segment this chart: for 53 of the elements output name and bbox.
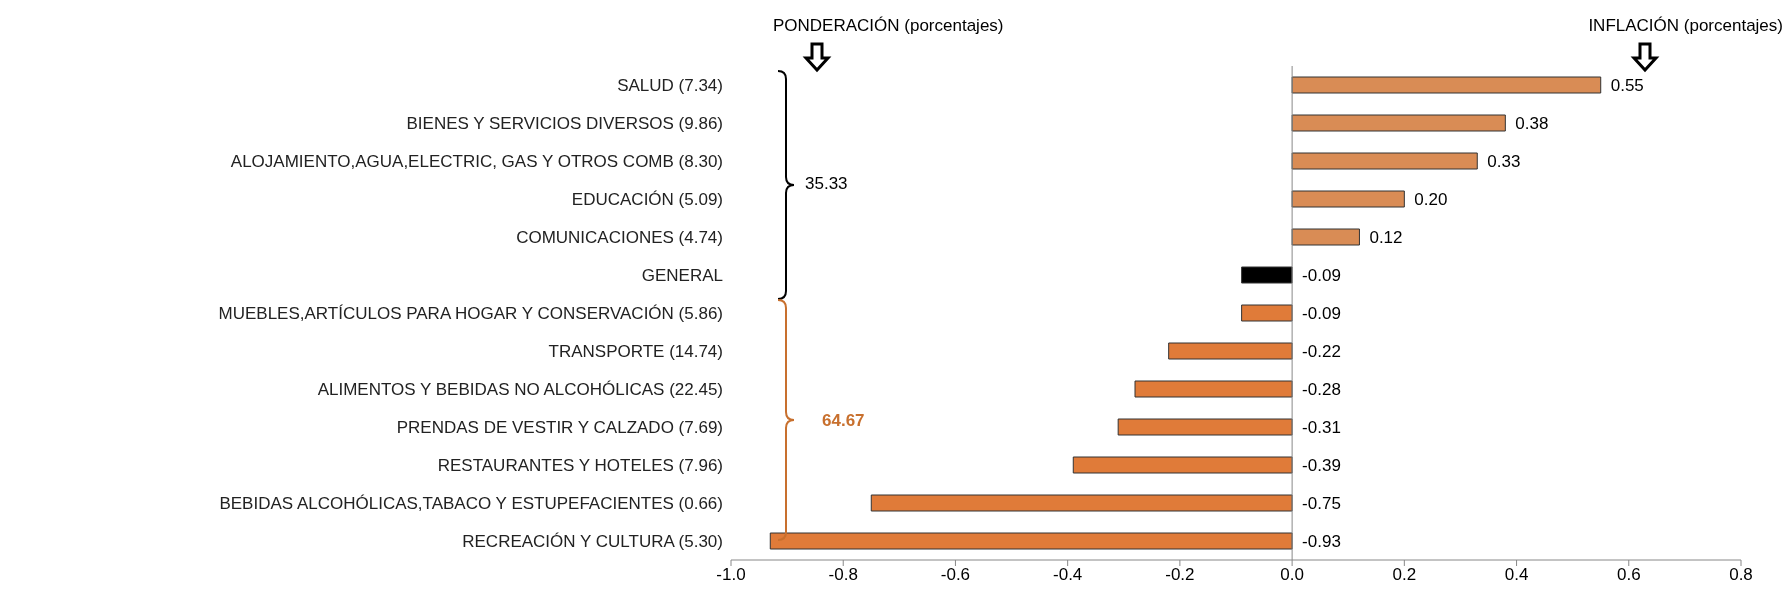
bar — [1291, 228, 1360, 246]
data-label: 0.12 — [1369, 227, 1403, 247]
y-tick-label: PRENDAS DE VESTIR Y CALZADO (7.69) — [396, 418, 723, 438]
y-tick-label: MUEBLES,ARTÍCULOS PARA HOGAR Y CONSERVACIÓN (5.86) — [218, 304, 723, 324]
x-tick-label: -0.6 — [940, 565, 971, 585]
y-tick-label: BIENES Y SERVICIOS DIVERSOS (9.86) — [406, 114, 723, 134]
bar — [870, 494, 1293, 512]
y-tick-label: BEBIDAS ALCOHÓLICAS,TABACO Y ESTUPEFACIENTES (0.66) — [219, 494, 723, 514]
bar — [1134, 380, 1293, 398]
x-tick-label: 0.2 — [1392, 565, 1417, 585]
bar — [1291, 190, 1405, 208]
bar — [1241, 266, 1293, 284]
bar — [1117, 418, 1293, 436]
bar — [769, 532, 1293, 550]
data-label: 0.38 — [1515, 113, 1549, 133]
y-tick-label: ALOJAMIENTO,AGUA,ELECTRIC, GAS Y OTROS COMB (8.30) — [230, 152, 723, 172]
bar — [1291, 114, 1506, 132]
bar — [1291, 152, 1478, 170]
y-tick-label: RECREACIÓN Y CULTURA (5.30) — [462, 532, 723, 552]
y-tick-label: ALIMENTOS Y BEBIDAS NO ALCOHÓLICAS (22.45) — [317, 380, 723, 400]
data-label: 0.55 — [1610, 75, 1644, 95]
y-tick-label: SALUD (7.34) — [617, 76, 723, 96]
annotation: 64.67 — [822, 411, 865, 431]
x-tick-label: -1.0 — [716, 565, 746, 585]
data-label: 0.33 — [1487, 151, 1521, 171]
x-tick-label: -0.4 — [1053, 565, 1083, 585]
bar — [1072, 456, 1293, 474]
x-tick-label: 0.6 — [1616, 565, 1641, 585]
data-label: -0.09 — [1302, 303, 1341, 323]
x-tick-label: 0.4 — [1504, 565, 1529, 585]
data-label: -0.39 — [1302, 455, 1341, 475]
data-label: -0.28 — [1302, 379, 1341, 399]
bar — [1168, 342, 1293, 360]
y-tick-label: GENERAL — [641, 266, 723, 286]
bar — [1241, 304, 1293, 322]
y-tick-label: TRANSPORTE (14.74) — [548, 342, 723, 362]
data-label: 0.20 — [1414, 189, 1448, 209]
data-label: -0.22 — [1302, 341, 1341, 361]
data-label: -0.09 — [1302, 265, 1341, 285]
text: PONDERACIÓN (porcentajes) — [773, 16, 1004, 36]
text: INFLACIÓN (porcentajes) — [1588, 16, 1783, 36]
data-label: -0.31 — [1302, 417, 1341, 437]
x-tick-label: -0.2 — [1165, 565, 1195, 585]
annotation: 35.33 — [805, 174, 848, 194]
bar — [1291, 76, 1602, 94]
y-tick-label: RESTAURANTES Y HOTELES (7.96) — [437, 456, 723, 476]
x-tick-label: 0.8 — [1729, 565, 1753, 585]
data-label: -0.93 — [1302, 531, 1341, 551]
y-tick-label: COMUNICACIONES (4.74) — [516, 228, 723, 248]
data-label: -0.75 — [1302, 493, 1341, 513]
x-tick-label: -0.8 — [828, 565, 858, 585]
x-tick-label: 0.0 — [1280, 565, 1304, 585]
y-tick-label: EDUCACIÓN (5.09) — [571, 190, 723, 210]
